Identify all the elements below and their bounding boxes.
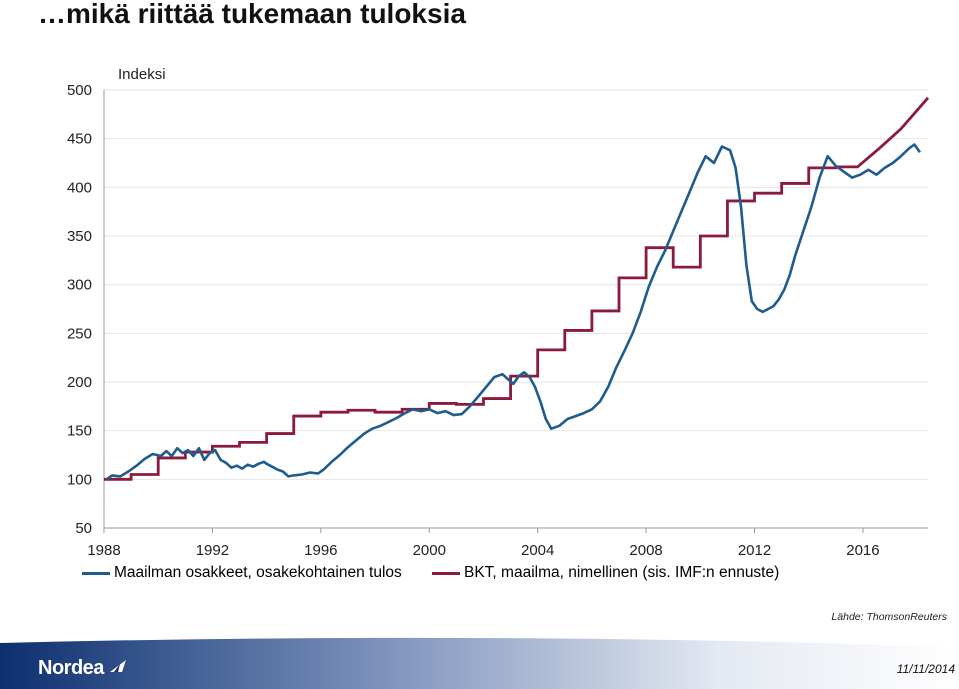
y-tick-label: 100 (67, 471, 92, 488)
x-tick-label: 2016 (846, 542, 879, 559)
series-line-equity (105, 143, 921, 481)
logo-sail-icon (108, 657, 128, 680)
axes (103, 90, 928, 533)
legend-label-gdp: BKT, maailma, nimellinen (sis. IMF:n enn… (464, 564, 780, 581)
tick-labels: 50 100 150 200 250 300 350 400 450 500 1988 1992 199… (67, 82, 880, 559)
y-tick-label: 50 (75, 520, 92, 537)
x-tick-label: 2008 (629, 542, 662, 559)
y-tick-label: 450 (67, 131, 92, 148)
x-tick-label: 1996 (304, 542, 337, 559)
page-title: …mikä riittää tukemaan tuloksia (38, 0, 466, 29)
legend-item-equity: Maailman osakkeet, osakekohtainen tulos (82, 564, 402, 582)
x-tick-label: 2004 (521, 542, 554, 559)
series-line-gdp (104, 96, 930, 481)
legend-item-gdp: BKT, maailma, nimellinen (sis. IMF:n enn… (432, 564, 779, 582)
legend-swatch-equity (82, 571, 110, 575)
x-tick-label: 2012 (738, 542, 771, 559)
logo-text: Nordea (38, 657, 104, 679)
x-tick-label: 2000 (413, 542, 446, 559)
y-tick-label: 200 (67, 374, 92, 391)
x-tick-label: 1992 (196, 542, 229, 559)
footer-band (0, 633, 959, 689)
source-note: Lähde: ThomsonReuters (831, 611, 947, 623)
nordea-logo: Nordea (38, 657, 128, 680)
x-tick-label: 1988 (87, 542, 120, 559)
y-tick-label: 250 (67, 325, 92, 342)
gridlines (104, 89, 928, 480)
series-lines (104, 96, 930, 481)
y-axis-label: Indeksi (118, 66, 166, 83)
line-chart: 50 100 150 200 250 300 350 400 450 500 1988 1992 199… (67, 66, 930, 559)
y-tick-label: 400 (67, 179, 92, 196)
y-tick-label: 500 (67, 82, 92, 99)
date-stamp: 11/11/2014 (896, 662, 955, 676)
y-tick-label: 350 (67, 228, 92, 245)
legend-label-equity: Maailman osakkeet, osakekohtainen tulos (114, 564, 402, 581)
y-tick-label: 300 (67, 277, 92, 294)
legend-swatch-gdp (432, 571, 460, 575)
y-tick-label: 150 (67, 423, 92, 440)
